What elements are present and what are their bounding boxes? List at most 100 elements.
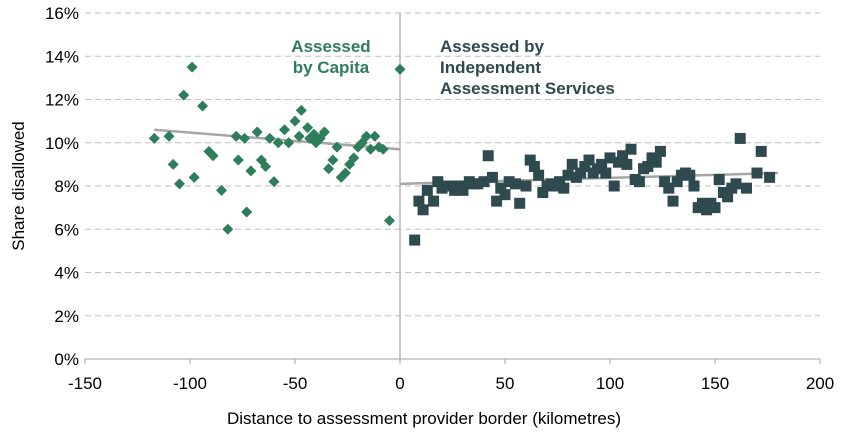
- x-tick-label: 100: [596, 374, 624, 393]
- data-point-square: [701, 204, 713, 216]
- y-tick-label: 14%: [45, 47, 79, 66]
- data-point-square: [755, 145, 767, 157]
- data-point-square: [671, 176, 683, 188]
- y-tick-label: 6%: [54, 220, 79, 239]
- data-point-square: [421, 184, 433, 196]
- data-point-square: [417, 204, 429, 216]
- data-point-square: [667, 195, 679, 207]
- data-point-diamond: [241, 206, 253, 218]
- data-point-diamond: [207, 150, 219, 162]
- data-point-diamond: [283, 137, 295, 149]
- data-point-diamond: [239, 132, 251, 144]
- data-point-diamond: [188, 171, 200, 183]
- data-point-diamond: [178, 89, 190, 101]
- data-point-diamond: [339, 167, 351, 179]
- data-point-diamond: [369, 130, 381, 142]
- data-point-diamond: [289, 115, 301, 127]
- data-point-diamond: [148, 132, 160, 144]
- data-point-square: [617, 150, 629, 162]
- data-point-square: [608, 180, 620, 192]
- data-point-diamond: [348, 152, 360, 164]
- data-point-diamond: [163, 130, 175, 142]
- data-point-diamond: [245, 165, 257, 177]
- data-point-diamond: [377, 143, 389, 155]
- data-point-diamond: [318, 126, 330, 138]
- data-point-square: [472, 178, 484, 190]
- y-tick-label: 0%: [54, 350, 79, 369]
- data-point-square: [696, 197, 708, 209]
- data-point-square: [478, 176, 490, 188]
- data-point-square: [684, 169, 696, 181]
- data-point-diamond: [302, 122, 314, 134]
- data-point-diamond: [232, 154, 244, 166]
- data-point-square: [730, 178, 742, 190]
- data-point-diamond: [365, 143, 377, 155]
- data-point-square: [528, 161, 540, 173]
- y-tick-label: 8%: [54, 177, 79, 196]
- data-point-square: [612, 156, 624, 168]
- data-point-diamond: [222, 223, 234, 235]
- data-point-square: [491, 195, 503, 207]
- data-point-diamond: [279, 124, 290, 136]
- data-point-diamond: [268, 176, 280, 188]
- x-tick-label: -100: [173, 374, 207, 393]
- data-point-square: [650, 156, 662, 168]
- data-point-square: [764, 171, 776, 183]
- data-point-square: [486, 171, 498, 183]
- data-point-square: [713, 174, 725, 186]
- data-point-square: [751, 167, 763, 179]
- y-tick-label: 4%: [54, 264, 79, 283]
- data-point-square: [709, 202, 721, 214]
- data-point-square: [432, 176, 444, 188]
- x-tick-label: 50: [496, 374, 515, 393]
- data-point-square: [633, 176, 645, 188]
- data-point-diamond: [216, 184, 227, 196]
- data-point-square: [503, 176, 515, 188]
- data-point-diamond: [327, 154, 339, 166]
- data-point-square: [604, 152, 616, 164]
- ias-annotation-line: Independent: [440, 58, 541, 77]
- data-point-square: [482, 150, 494, 162]
- y-tick-label: 12%: [45, 91, 79, 110]
- data-point-diamond: [251, 126, 263, 138]
- data-point-square: [409, 234, 421, 246]
- data-point-square: [741, 182, 752, 194]
- data-point-square: [579, 161, 591, 173]
- capita-annotation-line: by Capita: [293, 58, 370, 77]
- data-point-diamond: [295, 104, 307, 116]
- data-point-square: [562, 169, 574, 181]
- ias-annotation-line: Assessed by: [440, 37, 544, 56]
- data-point-square: [428, 195, 440, 207]
- x-tick-label: 0: [395, 374, 404, 393]
- y-axis-title: Share disallowed: [9, 121, 28, 250]
- x-tick-label: -50: [283, 374, 308, 393]
- ias-annotation-line: Assessment Services: [440, 79, 615, 98]
- data-point-square: [575, 167, 587, 179]
- data-point-square: [663, 182, 675, 194]
- data-point-diamond: [360, 130, 372, 142]
- data-point-square: [625, 143, 637, 155]
- data-point-square: [596, 158, 608, 170]
- y-tick-label: 10%: [45, 134, 79, 153]
- data-point-diamond: [230, 130, 242, 142]
- data-point-diamond: [167, 158, 179, 170]
- data-point-diamond: [384, 215, 395, 227]
- x-tick-label: 200: [806, 374, 834, 393]
- data-point-square: [621, 158, 633, 170]
- y-tick-label: 2%: [54, 307, 79, 326]
- data-point-diamond: [331, 141, 343, 153]
- data-point-square: [524, 154, 536, 166]
- data-point-square: [554, 176, 566, 188]
- data-point-square: [688, 180, 700, 192]
- data-point-square: [654, 145, 666, 157]
- data-point-diamond: [264, 132, 276, 144]
- data-point-square: [495, 182, 507, 194]
- y-tick-label: 16%: [45, 4, 79, 23]
- capita-annotation-line: Assessed: [291, 37, 370, 56]
- data-point-diamond: [186, 61, 198, 73]
- data-point-diamond: [394, 63, 406, 75]
- data-point-square: [722, 191, 734, 203]
- data-point-square: [537, 186, 549, 198]
- data-point-square: [558, 182, 570, 194]
